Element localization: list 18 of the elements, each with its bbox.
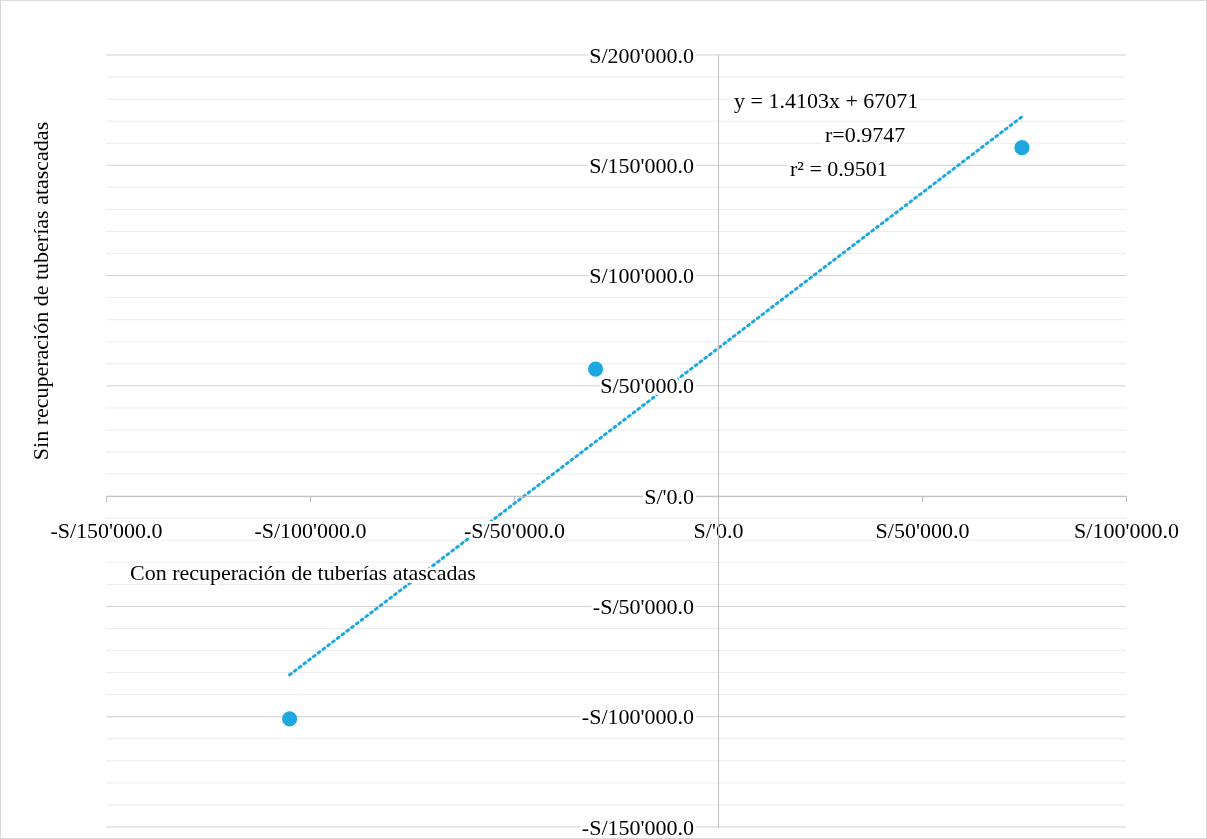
y-tick-label: -S/100'000.0 [581, 704, 694, 730]
y-tick-label: -S/150'000.0 [581, 814, 694, 839]
y-tick-label: S/'0.0 [644, 483, 694, 509]
point [282, 711, 298, 727]
y-tick-label: S/150'000.0 [589, 152, 694, 178]
annotation: r² = 0.9501 [790, 156, 888, 181]
x-tick-label: S/100'000.0 [1074, 517, 1179, 543]
y-tick-label: -S/50'000.0 [592, 593, 694, 619]
annotation: r=0.9747 [825, 122, 906, 147]
x-tick-label: -S/100'000.0 [254, 517, 367, 543]
point [1014, 140, 1030, 156]
annotation: y = 1.4103x + 67071 [734, 88, 919, 113]
y-axis-title: Sin recuperación de tuberías atascadas [28, 121, 53, 461]
x-tick-label: -S/150'000.0 [50, 517, 163, 543]
point [588, 361, 604, 377]
y-tick-label: S/100'000.0 [589, 263, 694, 289]
x-tick-label: S/50'000.0 [875, 517, 970, 543]
y-tick-label: S/200'000.0 [589, 42, 694, 68]
